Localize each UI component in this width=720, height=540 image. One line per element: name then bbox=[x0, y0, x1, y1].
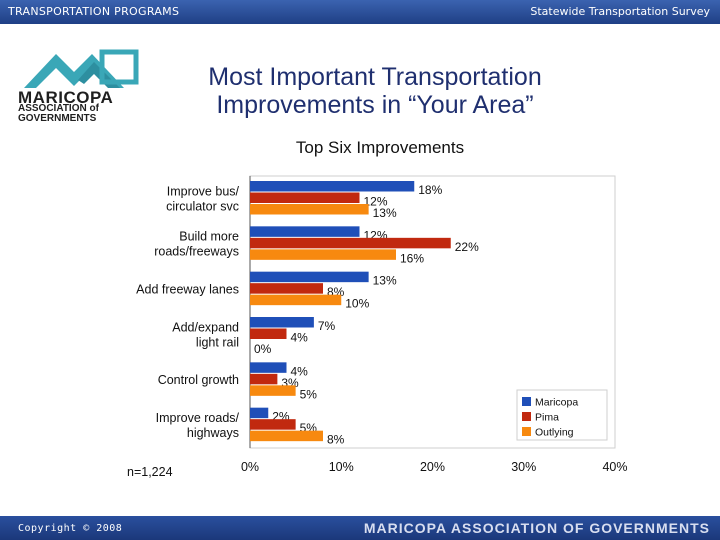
data-label: 12% bbox=[364, 195, 388, 209]
data-label: 7% bbox=[318, 319, 336, 333]
x-tick-label: 20% bbox=[420, 460, 445, 474]
category-label: Add/expand light rail bbox=[172, 320, 239, 349]
bar-outlying bbox=[250, 249, 396, 260]
mag-logo-icon bbox=[24, 49, 139, 88]
bar-maricopa bbox=[250, 407, 269, 419]
bar-maricopa bbox=[250, 271, 369, 283]
bar-pima bbox=[250, 419, 296, 430]
data-label: 0% bbox=[254, 342, 272, 356]
bar-maricopa bbox=[250, 317, 314, 328]
x-tick-label: 40% bbox=[602, 460, 627, 474]
bar-pima bbox=[250, 283, 323, 294]
legend-label: Pima bbox=[535, 412, 559, 424]
header-bar: TRANSPORTATION PROGRAMS Statewide Transp… bbox=[0, 0, 720, 24]
chart-title: Most Important Transportation Improvemen… bbox=[208, 63, 542, 119]
data-label: 16% bbox=[400, 251, 424, 265]
data-label: 4% bbox=[291, 331, 309, 345]
footer-org-name: MARICOPA ASSOCIATION OF GOVERNMENTS bbox=[363, 520, 710, 536]
survey-label: Statewide Transportation Survey bbox=[530, 5, 710, 18]
logo-name: MARICOPA bbox=[18, 88, 114, 107]
x-tick-label: 30% bbox=[511, 460, 536, 474]
data-label: 18% bbox=[418, 183, 442, 197]
bar-outlying bbox=[250, 204, 369, 215]
bar-maricopa bbox=[250, 226, 360, 237]
legend-label: Outlying bbox=[535, 427, 574, 439]
logo-line-3: GOVERNMENTS bbox=[18, 113, 97, 124]
sample-size-note: n=1,224 bbox=[127, 465, 173, 479]
footer-bar: Copyright © 2008 MARICOPA ASSOCIATION OF… bbox=[0, 516, 720, 540]
bar-pima bbox=[250, 373, 278, 385]
data-label: 10% bbox=[345, 297, 369, 311]
bar-outlying bbox=[250, 430, 323, 442]
category-label: Improve bus/circulator svc bbox=[166, 184, 239, 213]
data-label: 13% bbox=[373, 274, 397, 288]
category-label: Build more roads/freeways bbox=[154, 230, 239, 259]
category-label: Control growth bbox=[158, 373, 239, 387]
legend-box bbox=[516, 389, 608, 441]
chart-subtitle: Top Six Improvements bbox=[295, 138, 465, 157]
legend-label: Maricopa bbox=[535, 397, 578, 409]
legend-swatch bbox=[522, 397, 531, 406]
bar-outlying bbox=[250, 385, 296, 396]
data-label: 5% bbox=[300, 387, 318, 401]
data-label: 4% bbox=[291, 364, 309, 378]
logo-subtext: ASSOCIATION of GOVERNMENTS bbox=[18, 104, 99, 124]
bar-maricopa bbox=[250, 181, 415, 192]
bar-pima bbox=[250, 192, 360, 203]
legend-swatch bbox=[522, 427, 531, 436]
data-label: 22% bbox=[455, 240, 479, 254]
legend-swatch bbox=[522, 412, 531, 421]
x-tick-label: 10% bbox=[329, 460, 354, 474]
data-label: 8% bbox=[327, 433, 345, 447]
bar-outlying bbox=[250, 294, 342, 306]
data-label: 13% bbox=[373, 206, 397, 220]
category-label: Add freeway lanes bbox=[136, 282, 239, 296]
plot-area bbox=[249, 175, 616, 449]
logo-line-2: ASSOCIATION of bbox=[18, 103, 99, 114]
copyright-text: Copyright © 2008 bbox=[18, 523, 123, 534]
x-tick-label: 0% bbox=[241, 460, 259, 474]
bar-maricopa bbox=[250, 362, 287, 373]
bar-pima bbox=[250, 237, 451, 249]
program-label: TRANSPORTATION PROGRAMS bbox=[8, 5, 180, 18]
category-label: Improve roads/highways bbox=[156, 411, 240, 440]
bar-pima bbox=[250, 328, 287, 339]
